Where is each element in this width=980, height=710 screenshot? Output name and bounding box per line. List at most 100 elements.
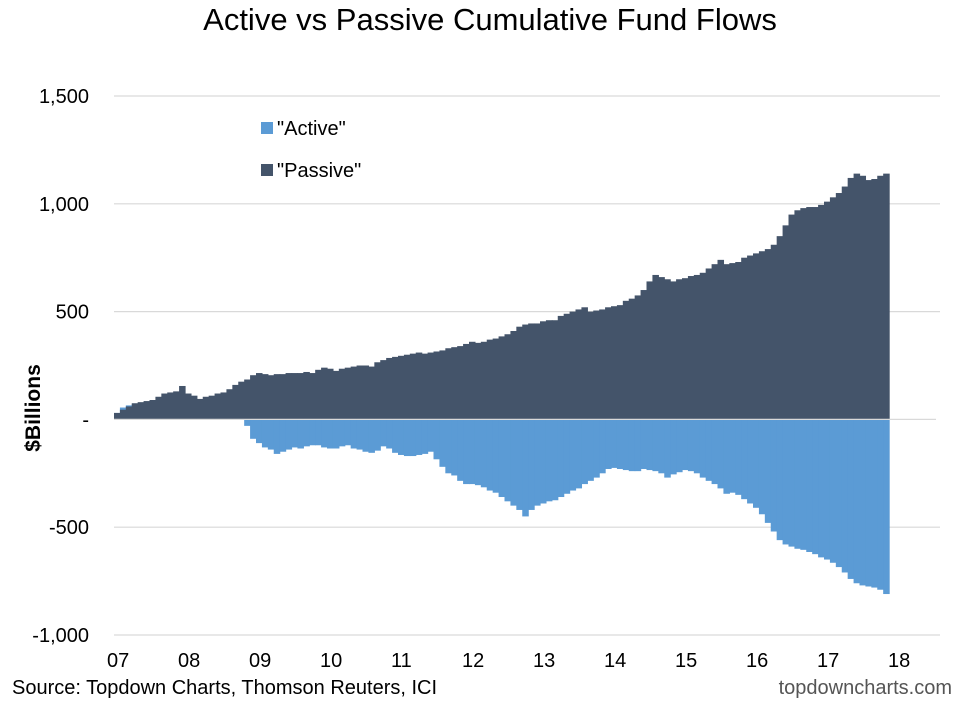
passive-bar xyxy=(782,225,790,420)
passive-bar xyxy=(427,352,435,420)
passive-bar xyxy=(474,342,482,420)
passive-bar xyxy=(267,375,275,420)
passive-bar xyxy=(196,398,204,420)
passive-bar xyxy=(374,362,381,420)
active-bar xyxy=(279,419,287,452)
passive-bar xyxy=(753,253,760,420)
active-series xyxy=(114,401,890,595)
passive-bar xyxy=(664,279,671,420)
passive-bar xyxy=(143,401,151,420)
active-bar xyxy=(504,419,512,502)
legend-label-passive: "Passive" xyxy=(277,160,361,182)
active-bar xyxy=(835,419,843,568)
passive-bar xyxy=(273,374,281,420)
passive-bar xyxy=(616,305,624,420)
passive-bar xyxy=(469,341,476,420)
passive-bar xyxy=(818,204,825,420)
active-bar xyxy=(569,419,577,491)
active-bar xyxy=(841,419,849,573)
passive-bar xyxy=(226,389,233,420)
passive-bar xyxy=(788,214,796,420)
passive-bar xyxy=(315,369,322,420)
active-bar xyxy=(528,419,535,510)
active-bar xyxy=(439,419,446,467)
passive-bar xyxy=(516,326,523,420)
passive-bar xyxy=(747,255,754,420)
active-bar xyxy=(735,419,742,495)
passive-bar xyxy=(344,367,352,420)
passive-bar xyxy=(605,307,612,420)
passive-bar xyxy=(185,393,192,420)
active-bar xyxy=(593,419,600,478)
active-bar xyxy=(871,419,878,588)
passive-bar xyxy=(232,384,239,420)
active-bar xyxy=(711,419,719,485)
y-axis-title: $Billions xyxy=(22,364,45,452)
passive-bar xyxy=(350,366,358,420)
passive-bar xyxy=(421,353,429,420)
active-bar xyxy=(605,419,612,469)
passive-bar xyxy=(563,313,571,420)
active-bar xyxy=(652,419,659,472)
legend: "Active" "Passive" xyxy=(261,118,361,182)
x-tick-label: 16 xyxy=(746,650,768,672)
passive-bar xyxy=(622,300,630,420)
passive-bar xyxy=(244,379,251,420)
y-tick-label: 500 xyxy=(56,302,89,324)
passive-bar xyxy=(883,173,890,420)
passive-bar xyxy=(332,370,340,420)
passive-bar xyxy=(451,347,458,420)
passive-bar xyxy=(670,281,677,420)
active-bar xyxy=(729,419,736,493)
active-bar xyxy=(640,419,648,469)
legend-swatch-active xyxy=(261,122,273,134)
passive-bar xyxy=(711,264,719,420)
passive-bar xyxy=(392,356,399,420)
passive-bar xyxy=(297,373,304,420)
active-bar xyxy=(457,419,464,481)
passive-bar xyxy=(131,403,139,420)
chart-title: Active vs Passive Cumulative Fund Flows xyxy=(203,2,777,37)
active-bar xyxy=(699,419,707,478)
active-bar xyxy=(865,419,872,587)
passive-bar xyxy=(291,373,299,420)
passive-bar xyxy=(208,395,216,420)
passive-bar xyxy=(321,367,328,420)
active-bar xyxy=(717,419,725,489)
passive-bar xyxy=(634,295,642,420)
active-bar xyxy=(463,419,470,485)
passive-bar xyxy=(498,336,506,420)
passive-bar xyxy=(853,173,861,420)
legend-label-active: "Active" xyxy=(277,118,346,140)
y-tick-label: 1,500 xyxy=(39,86,89,108)
active-bar xyxy=(859,419,867,586)
active-bar xyxy=(545,419,553,502)
passive-bar xyxy=(398,355,405,420)
active-bar xyxy=(356,419,364,450)
passive-bar xyxy=(137,402,145,420)
passive-bar xyxy=(173,391,180,420)
active-bar xyxy=(433,419,441,460)
x-tick-label: 17 xyxy=(817,650,839,672)
passive-bar xyxy=(551,320,559,420)
active-bar xyxy=(403,419,411,457)
y-tick-label: 1,000 xyxy=(39,194,89,216)
active-bar xyxy=(747,419,754,504)
legend-swatch-passive xyxy=(261,164,273,176)
passive-bar xyxy=(409,353,417,420)
passive-bar xyxy=(445,348,452,420)
passive-bar xyxy=(723,264,730,420)
passive-bar xyxy=(522,324,529,420)
y-axis-tick-labels: 1,500 1,000 500 - -500 -1,000 xyxy=(32,86,89,647)
passive-bar xyxy=(611,306,618,420)
active-bar xyxy=(794,419,801,549)
passive-bar xyxy=(504,334,512,420)
active-bar xyxy=(557,419,565,498)
active-bar xyxy=(380,419,387,447)
passive-bar xyxy=(729,263,736,420)
active-bar xyxy=(687,419,695,472)
passive-bar xyxy=(841,186,849,420)
active-bar xyxy=(273,419,281,454)
passive-bar xyxy=(764,249,772,420)
active-bar xyxy=(261,419,269,448)
